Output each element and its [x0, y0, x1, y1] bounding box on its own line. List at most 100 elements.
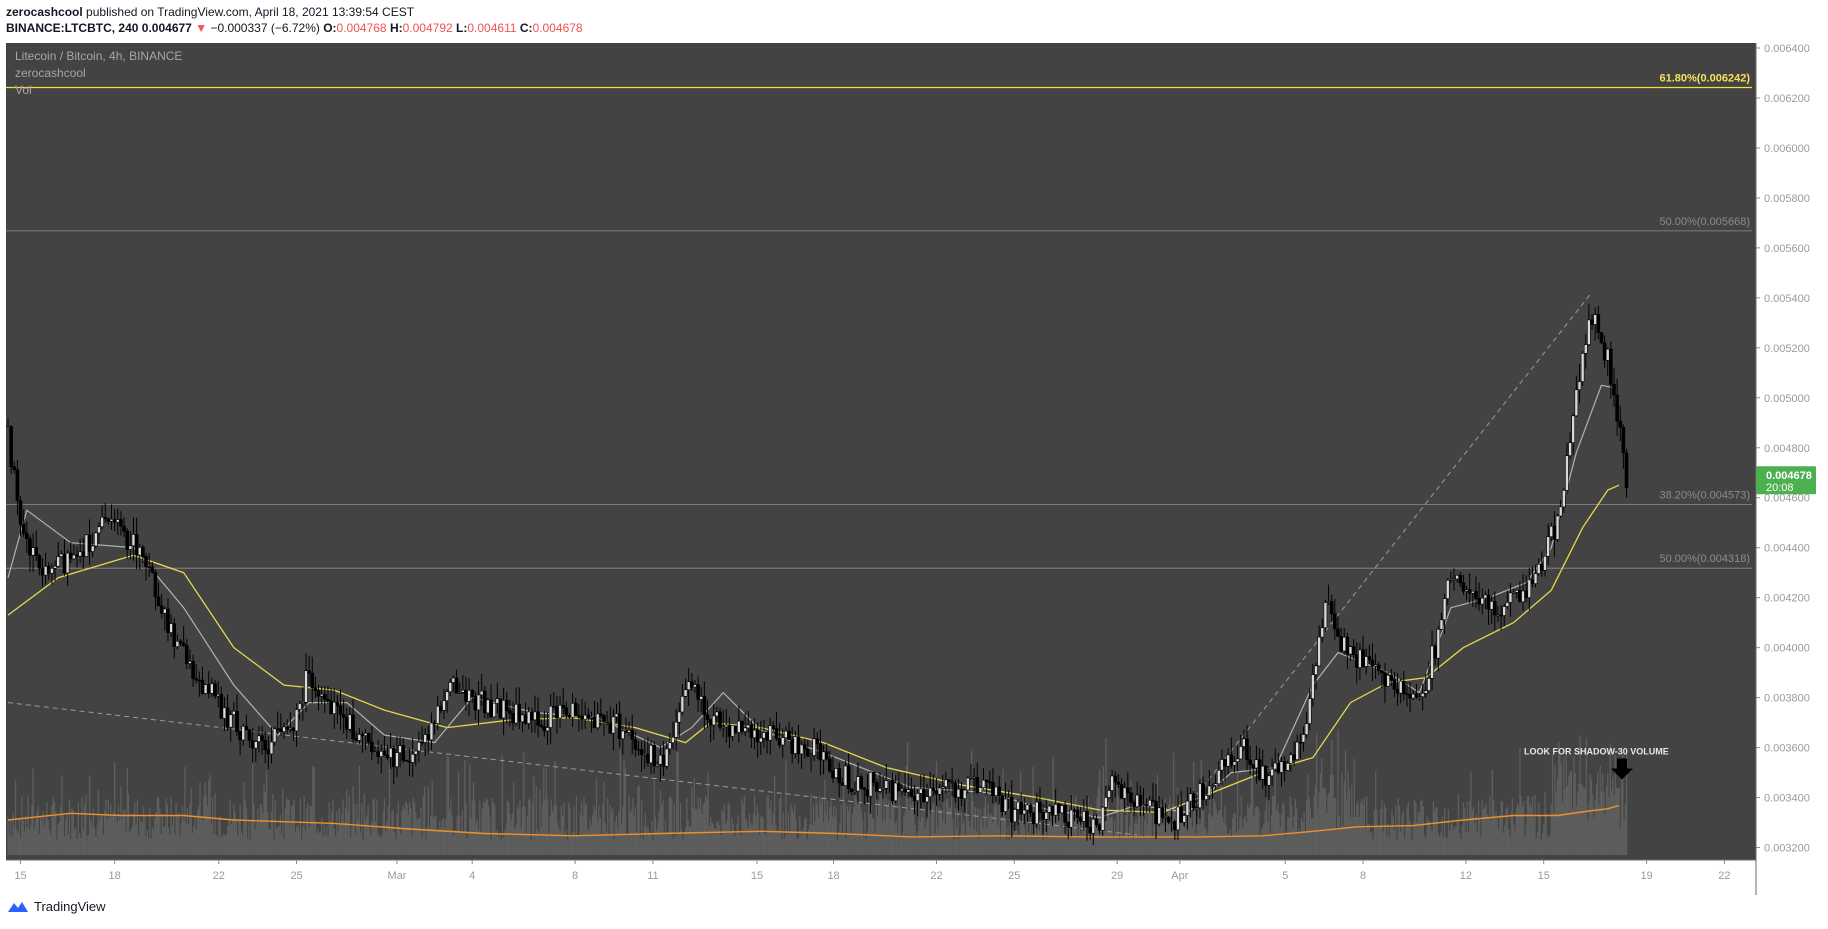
candle-body-down	[997, 786, 1001, 797]
candle-body-down	[335, 701, 340, 707]
candle-body-down	[112, 518, 117, 523]
volume-bar	[53, 801, 56, 856]
candle-body-down	[931, 787, 936, 792]
volume-bar	[748, 813, 751, 856]
volume-bar	[572, 831, 574, 856]
volume-bar	[169, 834, 171, 856]
candle-body-down	[1540, 563, 1544, 571]
candle-body-down	[385, 754, 390, 758]
volume-bar	[638, 785, 640, 856]
volume-bar	[1265, 800, 1268, 856]
volume-bar	[41, 821, 43, 856]
volume-bar	[1506, 806, 1509, 856]
time-axis[interactable]: 15 18 22 25 Mar 4 8 11 15 18 22 25 29 Apr 5 8 12 15 19 22	[14, 860, 1731, 882]
volume-bar	[1322, 789, 1324, 856]
volume-bar	[479, 800, 481, 856]
candle-body-up	[1311, 674, 1315, 700]
volume-bar	[1297, 832, 1299, 856]
volume-bar	[1184, 816, 1186, 856]
volume-bar	[1524, 835, 1526, 856]
volume-bar	[758, 834, 761, 856]
volume-bar	[1339, 827, 1342, 856]
candle-body-down	[1094, 818, 1099, 826]
candle-body-down	[846, 765, 851, 790]
volume-bar	[553, 805, 555, 856]
footer-brand[interactable]: TradingView	[6, 899, 106, 914]
volume-bar	[26, 827, 28, 856]
volume-bar	[1250, 758, 1253, 856]
volume-bar	[417, 818, 419, 856]
x-tick-label: 11	[647, 870, 658, 882]
volume-bar	[723, 803, 726, 856]
chart-area[interactable]: 61.80%(0.006242) 50.00%(0.005668) 38.20%(0…	[0, 43, 1828, 900]
volume-bar	[880, 795, 882, 856]
volume-bar	[1536, 831, 1539, 856]
volume-bar	[1452, 830, 1455, 856]
volume-bar	[1160, 804, 1162, 856]
volume-bar	[831, 816, 834, 856]
volume-bar	[104, 810, 106, 856]
volume-bar	[520, 828, 522, 856]
price-chart-svg[interactable]: 61.80%(0.006242)50.00%(0.005668)38.20%(0…	[0, 43, 1828, 895]
volume-bar	[198, 806, 200, 856]
volume-bar	[356, 803, 358, 856]
volume-bar	[13, 827, 15, 856]
candle-body-up	[423, 734, 427, 743]
volume-bar	[1021, 795, 1023, 856]
volume-bar	[846, 805, 849, 856]
volume-bar	[1418, 812, 1421, 856]
volume-bar	[449, 809, 451, 856]
volume-bar	[510, 820, 512, 856]
volume-bar	[1353, 758, 1355, 856]
candle-body-down	[733, 725, 738, 733]
volume-bar	[1013, 830, 1015, 856]
volume-bar	[1577, 791, 1579, 856]
candle-body-down	[219, 694, 224, 719]
volume-bar	[85, 795, 87, 856]
candle-body-up	[1527, 579, 1532, 598]
volume-bar	[627, 834, 629, 856]
candle-body-up	[784, 730, 788, 738]
volume-bar	[597, 821, 599, 856]
volume-bar	[176, 816, 179, 856]
volume-bar	[1617, 788, 1619, 856]
volume-bar	[1511, 798, 1514, 856]
volume-bar	[641, 800, 643, 856]
volume-bar	[603, 781, 605, 856]
volume-bar	[36, 812, 38, 856]
candle-body-up	[925, 796, 929, 803]
price-axis[interactable]: 0.0064000.0062000.0060000.0058000.005600…	[1756, 43, 1810, 855]
volume-bar	[1273, 795, 1275, 856]
volume-bar	[500, 839, 502, 856]
author-name[interactable]: zerocashcool	[6, 5, 83, 19]
candle-body-up	[1285, 762, 1290, 771]
volume-bar	[1050, 812, 1052, 856]
candle-body-up	[1003, 798, 1008, 812]
candle-body-down	[1329, 601, 1334, 615]
volume-bar	[997, 825, 999, 856]
volume-bar	[273, 839, 275, 856]
volume-bar	[1366, 796, 1368, 856]
volume-bar	[1500, 801, 1502, 856]
volume-bar	[86, 836, 88, 856]
volume-bar	[186, 807, 189, 856]
candle-body-down	[1351, 646, 1356, 655]
volume-bar	[199, 782, 201, 856]
volume-bar	[97, 790, 100, 856]
volume-bar	[1491, 769, 1493, 856]
volume-bar	[525, 833, 527, 856]
volume-bar	[1449, 830, 1451, 856]
volume-bar	[412, 798, 414, 856]
volume-bar	[647, 825, 649, 856]
volume-bar	[1304, 831, 1307, 856]
candle-body-down	[1125, 787, 1130, 794]
volume-bar	[475, 822, 477, 856]
volume-bar	[917, 831, 919, 856]
volume-bar	[142, 806, 145, 856]
volume-bar	[1302, 822, 1304, 856]
volume-bar	[1205, 829, 1207, 856]
volume-bar	[154, 817, 156, 856]
candle-body-down	[1154, 800, 1158, 825]
volume-bar	[501, 755, 504, 856]
volume-bar	[984, 796, 987, 856]
